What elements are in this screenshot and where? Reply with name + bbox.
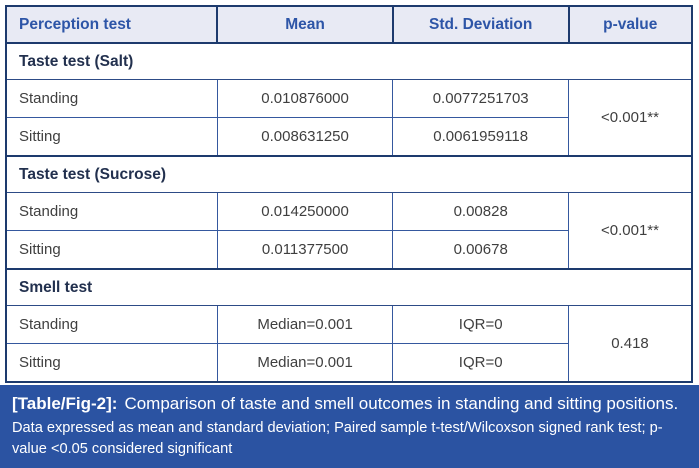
cell-mean: 0.010876000	[216, 79, 394, 118]
data-row-smell-sitting: Sitting Median=0.001 IQR=0	[5, 343, 692, 383]
cell-position: Sitting	[5, 117, 218, 157]
cell-position: Sitting	[5, 343, 218, 383]
cell-p-value: 0.418	[568, 305, 693, 383]
column-header-p-value: p-value	[567, 5, 693, 44]
caption-text: Comparison of taste and smell outcomes i…	[124, 394, 679, 413]
cell-sd: 0.00828	[392, 192, 569, 231]
cell-iqr: IQR=0	[392, 343, 569, 383]
section-label: Taste test (Sucrose)	[5, 155, 693, 193]
cell-sd: 0.0077251703	[392, 79, 569, 118]
cell-p-value: <0.001**	[568, 192, 693, 270]
data-row-salt-standing: Standing 0.010876000 0.0077251703 <0.001…	[5, 79, 693, 157]
data-row-sucrose-sitting: Sitting 0.011377500 0.00678	[5, 230, 692, 270]
section-label: Smell test	[5, 268, 693, 306]
cell-position: Standing	[5, 305, 218, 344]
column-header-mean: Mean	[216, 5, 394, 44]
section-row-taste-salt: Taste test (Salt)	[5, 42, 693, 80]
cell-position: Sitting	[5, 230, 218, 270]
cell-mean: 0.014250000	[216, 192, 394, 231]
caption-footnote: Data expressed as mean and standard devi…	[12, 420, 663, 457]
section-label: Taste test (Salt)	[5, 42, 693, 80]
cell-mean: 0.008631250	[216, 117, 394, 157]
cell-sd: 0.0061959118	[392, 117, 569, 157]
cell-p-value: <0.001**	[568, 79, 693, 157]
cell-sd: 0.00678	[392, 230, 569, 270]
cell-position: Standing	[5, 192, 218, 231]
cell-mean: 0.011377500	[216, 230, 394, 270]
data-row-smell-standing: Standing Median=0.001 IQR=0 0.418	[5, 305, 693, 383]
section-row-smell-test: Smell test	[5, 268, 693, 306]
cell-median: Median=0.001	[216, 343, 394, 383]
cell-median: Median=0.001	[216, 305, 394, 344]
cell-position: Standing	[5, 79, 218, 118]
header-row: Perception test Mean Std. Deviation p-va…	[4, 5, 693, 44]
caption-title: [Table/Fig-2]: Comparison of taste and sm…	[12, 393, 685, 415]
results-table: Perception test Mean Std. Deviation p-va…	[4, 5, 693, 383]
section-row-taste-sucrose: Taste test (Sucrose)	[5, 155, 693, 193]
column-header-perception-test: Perception test	[4, 5, 219, 44]
figure-caption: [Table/Fig-2]: Comparison of taste and sm…	[0, 385, 699, 468]
table-wrapper: Perception test Mean Std. Deviation p-va…	[4, 5, 693, 383]
caption-figure-label: [Table/Fig-2]:	[12, 394, 118, 413]
data-row-sucrose-standing: Standing 0.014250000 0.00828 <0.001**	[5, 192, 693, 270]
data-row-salt-sitting: Sitting 0.008631250 0.0061959118	[5, 117, 692, 157]
cell-iqr: IQR=0	[392, 305, 569, 344]
column-header-std-deviation: Std. Deviation	[391, 5, 570, 44]
